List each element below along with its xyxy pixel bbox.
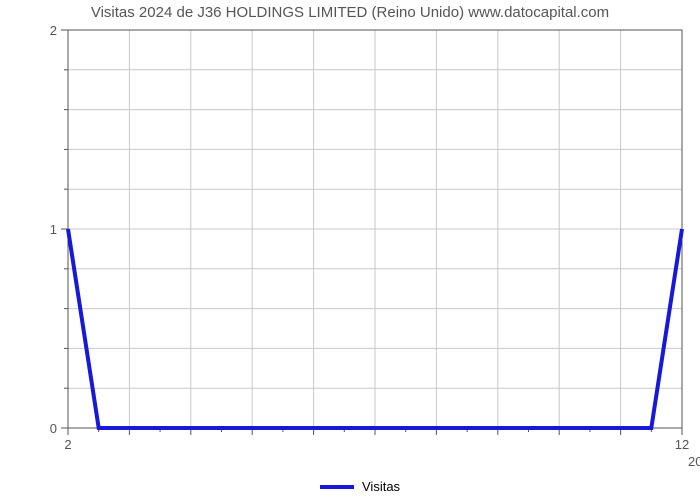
legend-label: Visitas [362, 479, 400, 494]
axis-label: 202 [688, 454, 700, 469]
axis-label: 12 [652, 437, 700, 452]
legend: Visitas [320, 479, 400, 494]
axis-label: 2 [50, 23, 57, 38]
legend-swatch [320, 485, 354, 489]
line-chart [0, 0, 700, 470]
axis-label: 2 [38, 437, 98, 452]
axis-label: 0 [50, 421, 57, 436]
axis-label: 1 [50, 222, 57, 237]
